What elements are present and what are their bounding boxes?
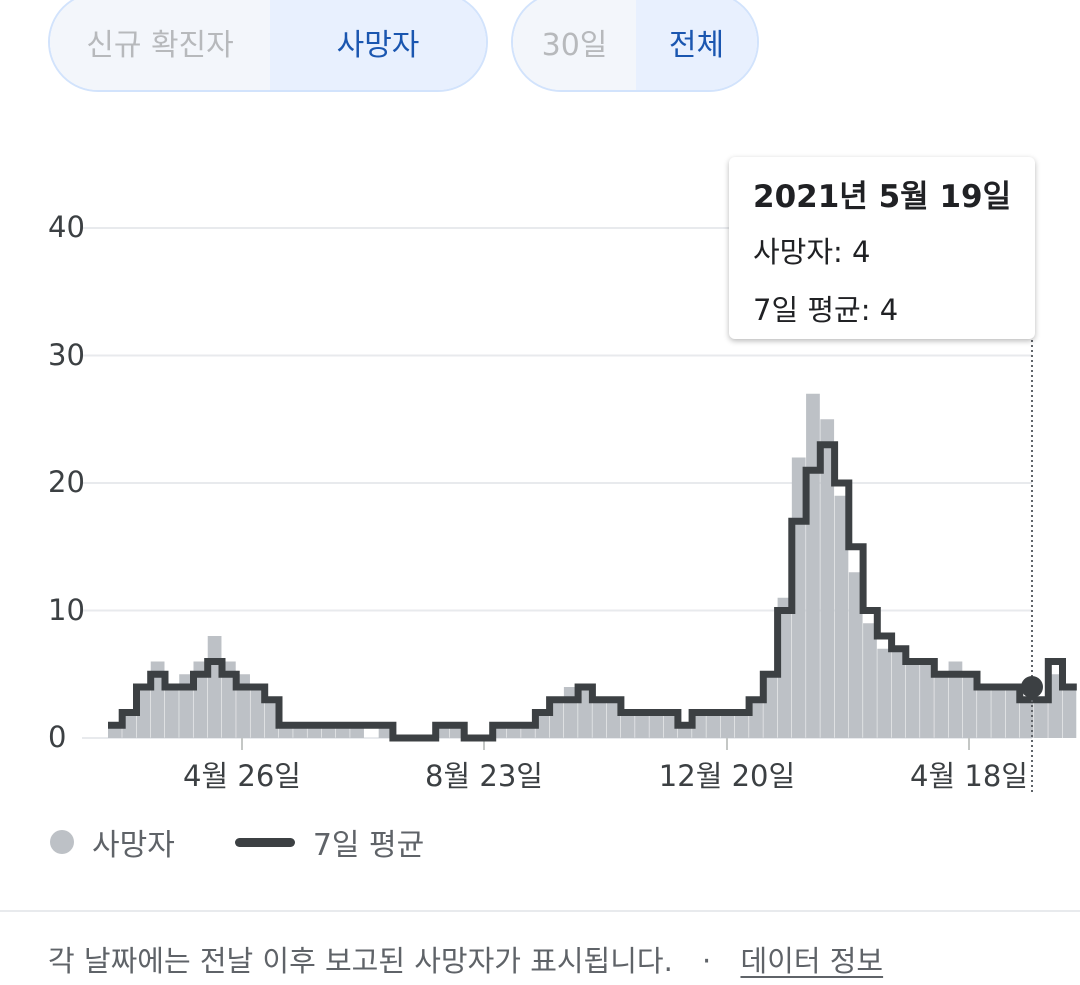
legend-average-label: 7일 평균 [312, 828, 425, 863]
deaths-bar [962, 674, 977, 738]
metric-toggle: 신규 확진자 사망자 [48, 0, 488, 92]
deaths-bar [820, 419, 835, 738]
deaths-bar [663, 712, 678, 738]
y-tick-label: 20 [48, 465, 85, 499]
legend-line-swatch [234, 837, 295, 847]
x-tick-label: 12월 20일 [658, 759, 796, 793]
hover-indicator [1021, 340, 1043, 795]
deaths-bar [934, 674, 949, 738]
deaths-bar [221, 661, 236, 738]
x-tick-label: 4월 18일 [910, 759, 1028, 793]
metric-toggle-2[interactable]: 사망자 [270, 0, 486, 90]
deaths-bar [734, 712, 749, 738]
deaths-bar [848, 572, 863, 738]
average-line-path [108, 441, 1077, 742]
deaths-bar [834, 495, 849, 738]
deaths-bar [977, 687, 991, 738]
seven-day-average-line [108, 441, 1077, 742]
chart-legend: 사망자 7일 평균 [50, 820, 424, 864]
deaths-bar [1019, 699, 1034, 738]
deaths-bar [706, 712, 721, 738]
deaths-bar [920, 661, 934, 738]
range-toggle: 30일 전체 [511, 0, 759, 92]
chart-tooltip: 2021년 5월 19일 사망자: 4 7일 평균: 4 [729, 157, 1035, 339]
footer-note: 각 날짜에는 전날 이후 보고된 사망자가 표시됩니다. [48, 944, 673, 978]
data-info-link[interactable]: 데이터 정보 [740, 944, 884, 978]
legend-daily-label: 사망자 [92, 828, 175, 863]
y-tick-label: 40 [48, 210, 85, 244]
deaths-bar [250, 687, 265, 738]
deaths-bar [264, 699, 279, 738]
deaths-bar [948, 661, 963, 738]
y-tick-label: 0 [48, 720, 67, 754]
tooltip-deaths: 사망자: 4 [753, 235, 871, 269]
deaths-chart [82, 227, 1077, 795]
deaths-bar [635, 712, 649, 738]
y-tick-label: 10 [48, 592, 85, 627]
tooltip-date: 2021년 5월 19일 [753, 179, 1012, 215]
deaths-bar [720, 712, 735, 738]
hover-point [1021, 676, 1043, 698]
deaths-bar [991, 687, 1006, 738]
deaths-bar [592, 699, 607, 738]
deaths-bar [877, 648, 892, 738]
y-tick-label: 30 [48, 337, 85, 372]
range-toggle-1[interactable]: 30일 [513, 0, 636, 90]
deaths-bar [164, 687, 179, 738]
deaths-bar [1062, 687, 1077, 738]
divider [0, 910, 1080, 912]
tooltip-average: 7일 평균: 4 [753, 293, 899, 327]
footer: 각 날짜에는 전날 이후 보고된 사망자가 표시됩니다. · 데이터 정보 [48, 938, 883, 980]
x-tick-label: 4월 26일 [183, 759, 301, 793]
deaths-bar [1005, 687, 1020, 738]
deaths-bar [1034, 699, 1048, 738]
range-toggle-2[interactable]: 전체 [636, 0, 757, 90]
deaths-bar [891, 648, 906, 738]
footer-separator: · [702, 944, 712, 978]
deaths-bar [905, 661, 920, 738]
metric-toggle-1[interactable]: 신규 확진자 [50, 0, 270, 90]
deaths-bar [207, 636, 222, 738]
deaths-bar [863, 623, 877, 738]
deaths-bar [606, 699, 621, 738]
deaths-bar [620, 712, 635, 738]
legend-bar-swatch [50, 830, 74, 854]
x-tick-label: 8월 23일 [425, 759, 543, 793]
deaths-bar [649, 712, 664, 738]
